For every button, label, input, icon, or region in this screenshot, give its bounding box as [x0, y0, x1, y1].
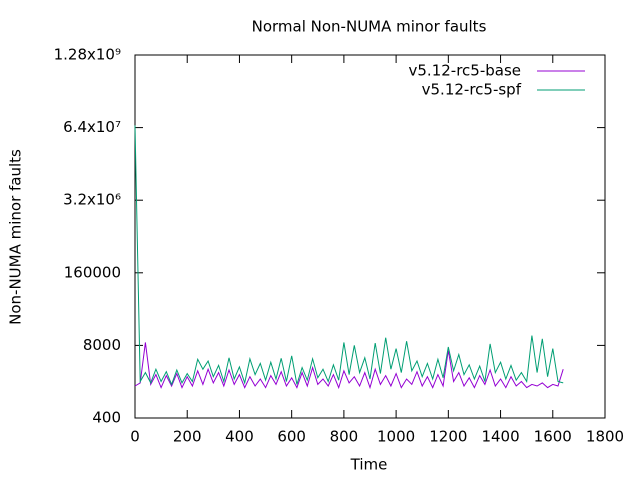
x-tick-label: 0: [130, 428, 140, 446]
legend-label: v5.12-rc5-spf: [422, 81, 522, 99]
x-tick-label: 1200: [429, 428, 467, 446]
x-tick-label: 600: [277, 428, 306, 446]
legend-label: v5.12-rc5-base: [409, 62, 522, 80]
series-line: [134, 342, 564, 390]
x-tick-label: 1000: [377, 428, 415, 446]
y-tick-label: 160000: [64, 263, 121, 281]
y-tick-label: 8000: [83, 336, 121, 354]
x-tick-label: 1400: [481, 428, 519, 446]
y-tick-label: 1.28x10⁹: [54, 46, 121, 64]
series-line: [134, 125, 564, 386]
y-tick-label: 400: [92, 409, 121, 427]
x-tick-label: 800: [330, 428, 359, 446]
x-tick-label: 1800: [586, 428, 624, 446]
plot-frame: [134, 54, 606, 419]
chart-title: Normal Non-NUMA minor faults: [252, 18, 487, 36]
x-tick-label: 400: [225, 428, 254, 446]
y-tick-label: 3.2x10⁶: [63, 191, 121, 209]
x-axis-label: Time: [350, 456, 388, 474]
y-axis-label: Non-NUMA minor faults: [7, 149, 25, 325]
x-tick-label: 1600: [534, 428, 572, 446]
y-tick-label: 6.4x10⁷: [63, 118, 121, 136]
x-tick-label: 200: [173, 428, 202, 446]
